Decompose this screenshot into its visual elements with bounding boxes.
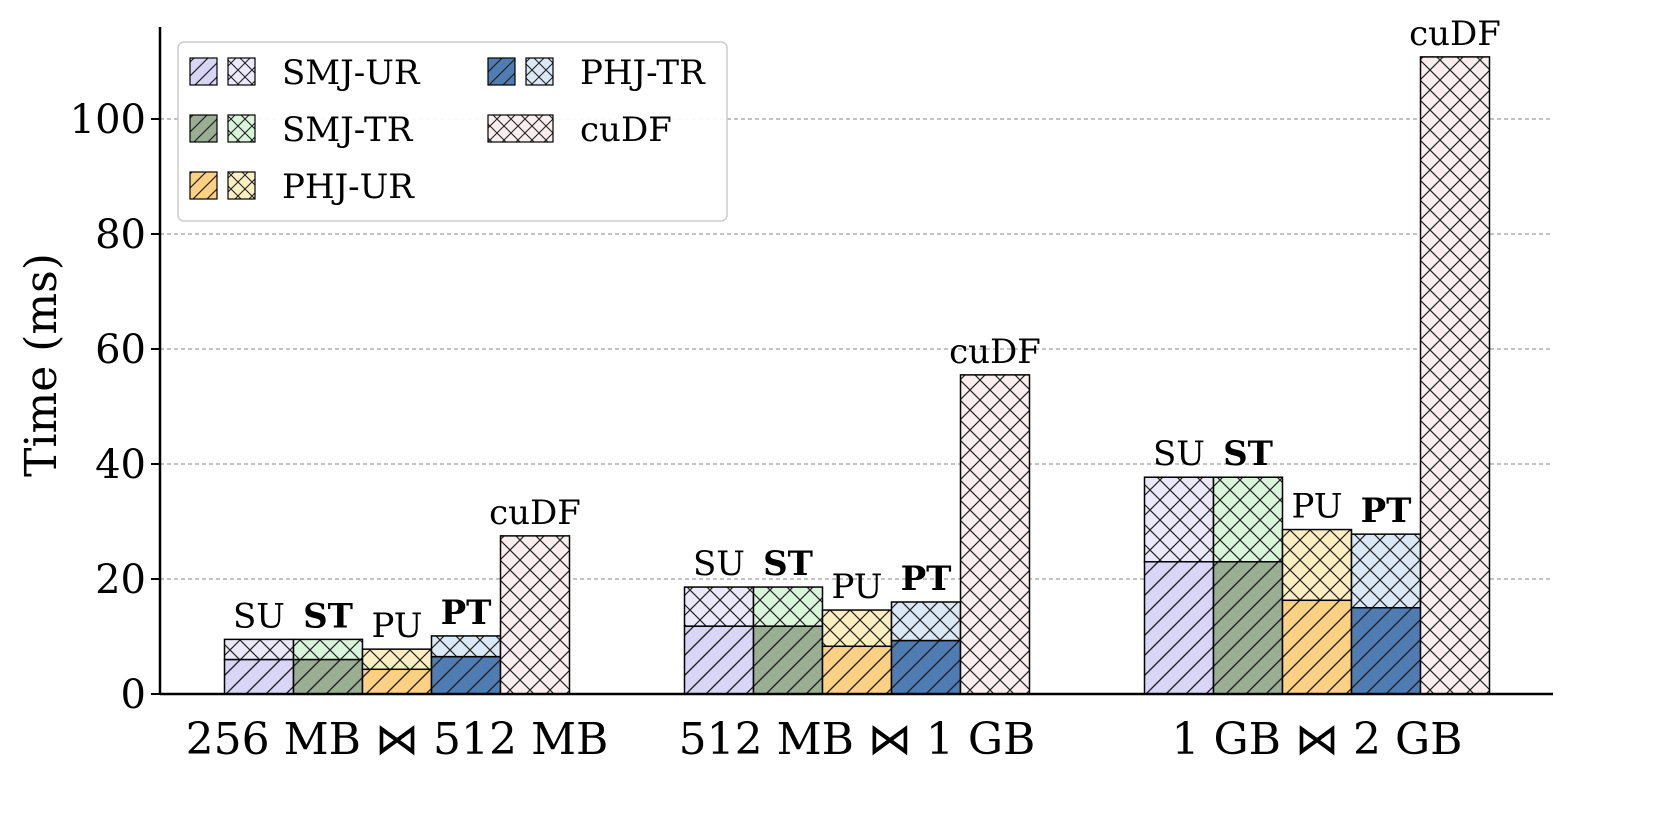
bar-label-ST: ST [1223,434,1273,474]
bar-top-hatch-PT [1350,533,1422,609]
bar-top-hatch-PU [361,648,433,671]
bar-label-ST: ST [303,596,353,636]
bar-base-hatch-PT [1350,607,1422,695]
legend-label: PHJ-UR [282,167,415,207]
legend-swatch-top-hatch [525,57,554,86]
bar-top-hatch-SU [223,638,295,661]
bar-cudf-hatch [1419,56,1491,695]
y-tick-label: 100 [70,97,146,143]
bar-top-hatch-ST [292,638,364,661]
grid-lines [160,118,1553,580]
bar-base-hatch-PU [361,668,433,695]
legend-label: PHJ-TR [580,53,706,93]
y-tick-label: 40 [95,442,146,488]
legend-swatch-top-hatch [227,171,256,200]
bar-base-hatch-PT [430,655,502,695]
legend-item: PHJ-TR [487,53,706,93]
legend: SMJ-UR SMJ-TR PHJ-UR PHJ-TR cuDF [177,41,728,222]
bar-label-PT: PT [901,559,952,599]
bar-cudf-hatch [499,535,571,695]
x-category-label: 256 MB ⋈ 512 MB [186,714,609,765]
bar-labels: SU ST PU PT cuDF SU ST PU PT cuDF SU ST PU PT cuDF [233,14,1501,646]
legend-swatch-base-hatch [189,57,218,86]
legend-item: SMJ-TR [189,110,414,150]
legend-swatch-base-hatch [189,171,218,200]
bars [223,56,1491,695]
legend-swatch-top-hatch [227,114,256,143]
bar-label-SU: SU [693,544,745,584]
legend-swatch-hatch [487,114,554,143]
bar-base-hatch-SU [223,658,295,695]
legend-swatch-base-hatch [189,114,218,143]
bar-top-hatch-PU [1281,528,1353,602]
bar-base-hatch-PT [890,639,962,695]
bar-base-hatch-SU [1143,561,1215,695]
y-tick-label: 0 [121,672,146,718]
bar-top-hatch-PT [430,635,502,658]
bar-top-hatch-SU [1143,476,1215,563]
bar-label-cuDF: cuDF [949,332,1041,372]
bar-label-cuDF: cuDF [1409,14,1501,54]
bar-label-ST: ST [763,544,813,584]
bar-label-PU: PU [1292,487,1343,527]
bar-top-hatch-SU [683,586,755,627]
bar-label-PU: PU [832,567,883,607]
bar-top-hatch-PT [890,601,962,642]
legend-label: SMJ-UR [282,53,421,93]
legend-swatch-top-hatch [227,57,256,86]
bar-label-SU: SU [233,596,285,636]
y-axis-title: Time (ms) [16,253,67,477]
axes: 0 20 40 60 80 100 256 MB ⋈ 512 MB 512 MB ⋈ 1 GB… [70,27,1553,765]
bar-base-hatch-ST [752,625,824,695]
bar-label-PU: PU [372,606,423,646]
bar-label-PT: PT [441,593,492,633]
legend-item: PHJ-UR [189,167,415,207]
y-tick-label: 20 [95,557,146,603]
bar-base-hatch-ST [1212,561,1284,695]
bar-label-cuDF: cuDF [489,493,581,533]
legend-label: cuDF [580,110,672,150]
bar-base-hatch-PU [821,645,893,695]
y-tick-label: 80 [95,212,146,258]
bar-base-hatch-SU [683,625,755,695]
legend-box [177,41,728,222]
bar-base-hatch-ST [292,658,364,695]
y-tick-label: 60 [95,327,146,373]
legend-item: SMJ-UR [189,53,421,93]
bar-top-hatch-PU [821,609,893,648]
legend-item: cuDF [487,110,672,150]
bar-top-hatch-ST [1212,476,1284,563]
x-category-label: 512 MB ⋈ 1 GB [679,714,1036,765]
bar-cudf-hatch [959,374,1031,695]
x-category-label: 1 GB ⋈ 2 GB [1172,714,1463,765]
bar-top-hatch-ST [752,586,824,627]
bar-label-SU: SU [1153,434,1205,474]
bar-base-hatch-PU [1281,599,1353,695]
legend-swatch-base-hatch [487,57,516,86]
legend-label: SMJ-TR [282,110,414,150]
bar-label-PT: PT [1361,491,1412,531]
